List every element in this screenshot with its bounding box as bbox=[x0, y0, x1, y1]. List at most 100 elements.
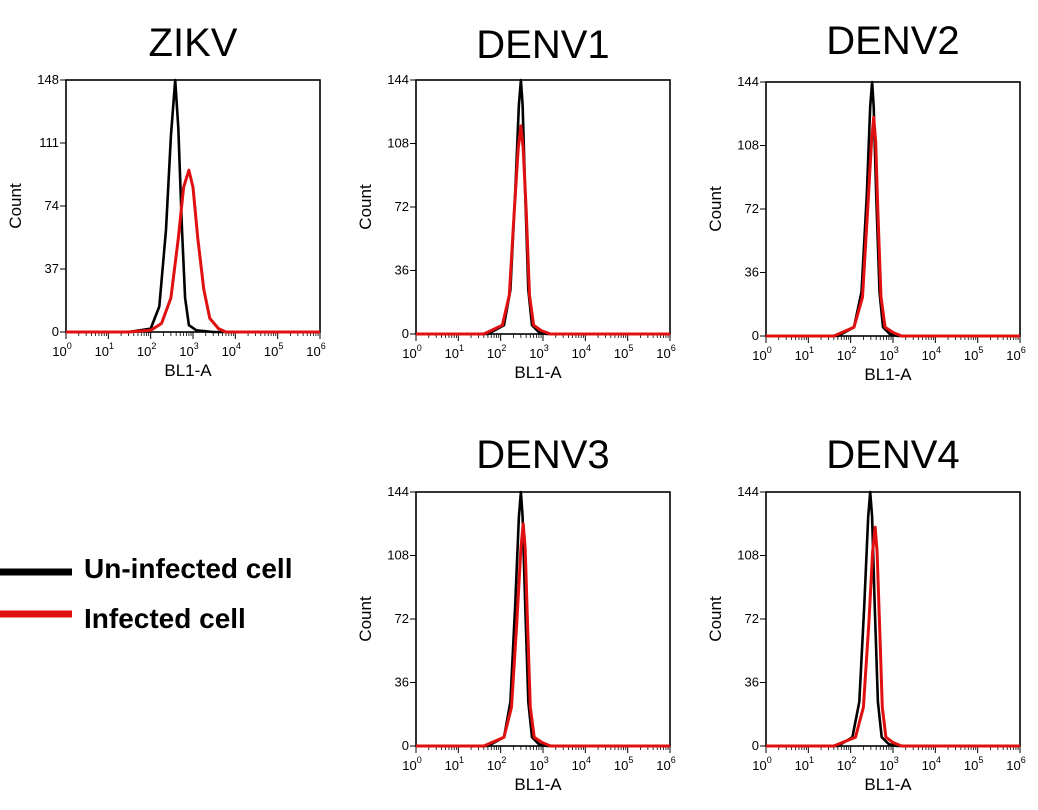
histogram-panels: ZIKV 0 37 74 111 148 100 101 102 103 104 105 106 BL1-… bbox=[6, 19, 1026, 794]
plot-frame bbox=[765, 81, 1021, 337]
x-tick-label: 100 bbox=[752, 345, 771, 363]
x-tick-label: 105 bbox=[964, 755, 983, 773]
x-tick-label: 105 bbox=[264, 341, 283, 359]
x-tick-label: 100 bbox=[52, 341, 71, 359]
plot-frame bbox=[765, 491, 1021, 747]
x-axis-label: BL1-A bbox=[864, 775, 912, 794]
x-tick-label: 101 bbox=[795, 755, 814, 773]
y-tick-label: 144 bbox=[387, 484, 409, 499]
x-tick-label: 104 bbox=[222, 341, 241, 359]
y-tick-label: 72 bbox=[395, 611, 409, 626]
x-tick-label: 106 bbox=[656, 343, 675, 361]
x-axis-label: BL1-A bbox=[864, 365, 912, 384]
x-tick-label: 100 bbox=[402, 755, 421, 773]
y-axis-label: Count bbox=[356, 184, 375, 230]
x-tick-label: 104 bbox=[922, 755, 941, 773]
x-tick-label: 106 bbox=[306, 341, 325, 359]
y-tick-label: 108 bbox=[387, 548, 409, 563]
y-tick-label: 72 bbox=[395, 199, 409, 214]
panel-title: DENV2 bbox=[826, 19, 959, 63]
x-tick-label: 102 bbox=[837, 755, 856, 773]
x-axis-label: BL1-A bbox=[514, 363, 562, 382]
x-axis-label: BL1-A bbox=[164, 361, 212, 380]
y-axis-label: Count bbox=[706, 596, 725, 642]
y-tick-label: 36 bbox=[395, 263, 409, 278]
y-tick-label: 148 bbox=[37, 72, 59, 87]
x-tick-label: 105 bbox=[614, 343, 633, 361]
x-tick-label: 106 bbox=[1006, 345, 1025, 363]
x-tick-label: 103 bbox=[879, 345, 898, 363]
uninfected-curve bbox=[66, 78, 320, 334]
y-tick-label: 37 bbox=[45, 261, 59, 276]
plot-frame bbox=[415, 491, 671, 747]
x-tick-label: 102 bbox=[837, 345, 856, 363]
infected-curve bbox=[766, 525, 1020, 748]
uninfected-curve bbox=[766, 490, 1020, 748]
y-tick-label: 0 bbox=[402, 326, 409, 341]
x-tick-label: 101 bbox=[445, 343, 464, 361]
y-tick-label: 144 bbox=[387, 72, 409, 87]
chart-panel-denv1: DENV1 0 36 72 108 144 100 101 102 103 104 105 106 BL1… bbox=[356, 23, 676, 382]
y-tick-label: 74 bbox=[45, 198, 59, 213]
panel-title: ZIKV bbox=[149, 21, 238, 65]
y-axis-label: Count bbox=[6, 183, 25, 229]
infected-curve bbox=[416, 124, 670, 336]
x-tick-label: 103 bbox=[529, 755, 548, 773]
x-tick-label: 106 bbox=[656, 755, 675, 773]
y-tick-label: 108 bbox=[387, 136, 409, 151]
x-tick-label: 103 bbox=[879, 755, 898, 773]
y-tick-label: 36 bbox=[745, 265, 759, 280]
x-tick-label: 103 bbox=[529, 343, 548, 361]
y-axis-label: Count bbox=[706, 186, 725, 232]
chart-panel-zikv: ZIKV 0 37 74 111 148 100 101 102 103 104 105 106 BL1-… bbox=[6, 21, 326, 380]
plot-frame bbox=[415, 79, 671, 335]
x-tick-label: 104 bbox=[572, 755, 591, 773]
chart-panel-denv4: DENV4 0 36 72 108 144 100 101 102 103 104 105 106 BL1… bbox=[706, 433, 1026, 794]
y-tick-label: 0 bbox=[752, 328, 759, 343]
x-tick-label: 102 bbox=[487, 343, 506, 361]
legend-label-infected: Infected cell bbox=[84, 603, 246, 634]
y-tick-label: 36 bbox=[745, 675, 759, 690]
y-tick-label: 0 bbox=[752, 738, 759, 753]
y-tick-label: 72 bbox=[745, 201, 759, 216]
x-tick-label: 102 bbox=[137, 341, 156, 359]
x-tick-label: 101 bbox=[95, 341, 114, 359]
x-tick-label: 105 bbox=[964, 345, 983, 363]
y-tick-label: 108 bbox=[737, 138, 759, 153]
plot-frame bbox=[65, 79, 321, 333]
x-tick-label: 104 bbox=[572, 343, 591, 361]
y-tick-label: 72 bbox=[745, 611, 759, 626]
y-tick-label: 144 bbox=[737, 74, 759, 89]
panel-title: DENV3 bbox=[476, 433, 609, 477]
x-tick-label: 100 bbox=[402, 343, 421, 361]
y-tick-label: 36 bbox=[395, 675, 409, 690]
y-tick-label: 0 bbox=[402, 738, 409, 753]
y-tick-label: 111 bbox=[39, 135, 59, 150]
x-tick-label: 105 bbox=[614, 755, 633, 773]
uninfected-curve bbox=[416, 490, 670, 748]
chart-panel-denv3: DENV3 0 36 72 108 144 100 101 102 103 104 105 106 BL1… bbox=[356, 433, 676, 794]
chart-panel-denv2: DENV2 0 36 72 108 144 100 101 102 103 104 105 106 BL1… bbox=[706, 19, 1026, 384]
x-tick-label: 100 bbox=[752, 755, 771, 773]
legend-item-infected: Infected cell bbox=[0, 603, 246, 634]
x-tick-label: 101 bbox=[445, 755, 464, 773]
infected-curve bbox=[66, 168, 320, 334]
panel-title: DENV1 bbox=[476, 23, 609, 67]
y-axis-label: Count bbox=[356, 596, 375, 642]
y-tick-label: 0 bbox=[52, 324, 59, 339]
infected-curve bbox=[416, 522, 670, 748]
x-axis-label: BL1-A bbox=[514, 775, 562, 794]
x-tick-label: 104 bbox=[922, 345, 941, 363]
legend-item-uninfected: Un-infected cell bbox=[0, 553, 292, 584]
legend: Un-infected cell Infected cell bbox=[0, 553, 292, 634]
y-tick-label: 144 bbox=[737, 484, 759, 499]
x-tick-label: 102 bbox=[487, 755, 506, 773]
legend-label-uninfected: Un-infected cell bbox=[84, 553, 292, 584]
y-tick-label: 108 bbox=[737, 548, 759, 563]
x-tick-label: 106 bbox=[1006, 755, 1025, 773]
panel-title: DENV4 bbox=[826, 433, 959, 477]
x-tick-label: 101 bbox=[795, 345, 814, 363]
uninfected-curve bbox=[766, 80, 1020, 338]
x-tick-label: 103 bbox=[179, 341, 198, 359]
